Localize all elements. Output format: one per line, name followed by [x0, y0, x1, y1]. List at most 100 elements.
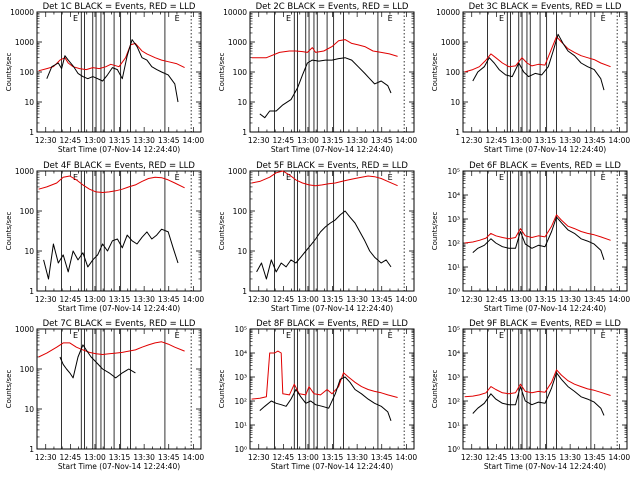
y-axis-label: Counts/sec	[431, 370, 439, 409]
y-tick-label: 10	[24, 247, 34, 256]
x-tick-label: 13:00	[510, 295, 532, 304]
y-tick-label: 10⁴	[447, 349, 460, 358]
chart-panel-8: Det 8F BLACK = Events, RED = LLD 10⁰ 10¹ 10…	[218, 319, 417, 471]
y-tick-label: 10⁵	[447, 167, 460, 176]
series-line-lld	[251, 39, 398, 59]
x-tick-label: 12:45	[273, 295, 295, 304]
plot-frame	[36, 328, 202, 450]
y-tick-label: 10⁴	[234, 349, 247, 358]
flag-label: E	[286, 331, 291, 340]
y-tick-label: 1000	[15, 167, 34, 176]
x-tick-label: 12:30	[248, 453, 270, 462]
x-tick-label: 12:30	[248, 136, 270, 145]
y-tick-label: 10⁵	[447, 325, 460, 334]
y-axis-label: Counts/sec	[218, 370, 226, 409]
y-tick-label: 10	[24, 98, 34, 107]
series-line-events	[472, 216, 605, 260]
chart-panel-6: Det 6F BLACK = Events, RED = LLD 10⁰ 10¹ 10…	[431, 161, 630, 313]
x-tick-label: 12:45	[60, 136, 82, 145]
y-tick-label: 1	[29, 287, 34, 296]
y-axis-label: Counts/sec	[5, 370, 13, 409]
y-tick-label: 100	[233, 68, 248, 77]
flag-label: E	[388, 173, 393, 182]
y-tick-label: 1000	[15, 38, 34, 47]
flag-label: E	[175, 331, 180, 340]
y-tick-label: 1	[455, 128, 460, 137]
x-tick-label: 13:45	[371, 453, 393, 462]
chart-title: Det 6F BLACK = Events, RED = LLD	[469, 161, 621, 171]
y-tick-label: 10²	[234, 397, 247, 406]
y-tick-label: 10	[24, 405, 34, 414]
y-tick-label: 10000	[436, 8, 460, 17]
y-tick-label: 100	[20, 207, 35, 216]
chart-panel-3: Det 3C BLACK = Events, RED = LLD 1 10 100 10…	[431, 2, 630, 154]
y-tick-label: 10	[237, 247, 247, 256]
y-tick-label: 10⁰	[234, 445, 247, 454]
chart-title: Det 4F BLACK = Events, RED = LLD	[43, 161, 195, 171]
x-tick-label: 13:45	[371, 295, 393, 304]
flag-label: E	[499, 173, 504, 182]
x-tick-label: 13:00	[510, 453, 532, 462]
x-tick-label: 13:15	[109, 453, 131, 462]
y-tick-label: 1000	[228, 38, 247, 47]
chart-panel-4: Det 4F BLACK = Events, RED = LLD 1 10 100 10…	[5, 161, 204, 313]
x-tick-label: 14:00	[183, 295, 205, 304]
y-tick-label: 10³	[234, 373, 247, 382]
chart-title: Det 3C BLACK = Events, RED = LLD	[469, 2, 622, 12]
x-tick-label: 13:45	[158, 453, 180, 462]
x-tick-label: 13:45	[371, 136, 393, 145]
chart-title: Det 9F BLACK = Events, RED = LLD	[469, 319, 621, 329]
y-axis-label: Counts/sec	[218, 212, 226, 251]
chart-panel-1: Det 1C BLACK = Events, RED = LLD 1 10 100 10…	[5, 2, 204, 154]
x-axis-label: Start Time (07-Nov-14 12:24:40)	[271, 304, 393, 313]
series-line-events	[256, 210, 392, 280]
x-axis-label: Start Time (07-Nov-14 12:24:40)	[271, 462, 393, 471]
x-tick-label: 13:00	[84, 136, 106, 145]
x-tick-label: 13:00	[297, 136, 319, 145]
y-axis-label: Counts/sec	[5, 53, 13, 92]
x-tick-label: 13:00	[297, 453, 319, 462]
chart-title: Det 1C BLACK = Events, RED = LLD	[43, 2, 196, 12]
y-tick-label: 10¹	[234, 421, 247, 430]
x-tick-label: 13:45	[584, 295, 606, 304]
x-tick-label: 13:30	[133, 136, 155, 145]
y-tick-label: 10	[450, 98, 460, 107]
x-tick-label: 13:45	[158, 295, 180, 304]
series-line-lld	[38, 175, 185, 193]
flag-label: E	[73, 331, 78, 340]
x-tick-label: 13:30	[133, 453, 155, 462]
y-tick-label: 1000	[15, 325, 34, 334]
x-tick-label: 12:45	[60, 453, 82, 462]
x-tick-label: 14:00	[609, 453, 631, 462]
x-tick-label: 13:15	[535, 453, 557, 462]
x-tick-label: 12:45	[273, 453, 295, 462]
x-tick-label: 13:15	[535, 136, 557, 145]
flag-label: E	[601, 14, 606, 23]
x-tick-label: 12:30	[35, 295, 57, 304]
x-tick-label: 14:00	[609, 295, 631, 304]
plot-frame	[249, 170, 415, 292]
x-tick-label: 14:00	[396, 136, 418, 145]
flag-label: E	[73, 14, 78, 23]
y-axis-label: Counts/sec	[431, 212, 439, 251]
x-tick-label: 13:30	[559, 136, 581, 145]
x-axis-label: Start Time (07-Nov-14 12:24:40)	[58, 145, 180, 154]
x-tick-label: 12:30	[35, 453, 57, 462]
y-tick-label: 10⁰	[447, 445, 460, 454]
flag-label: E	[73, 173, 78, 182]
x-tick-label: 13:45	[584, 453, 606, 462]
x-tick-label: 14:00	[183, 453, 205, 462]
x-axis-label: Start Time (07-Nov-14 12:24:40)	[58, 462, 180, 471]
x-tick-label: 13:00	[84, 295, 106, 304]
x-tick-label: 12:30	[35, 136, 57, 145]
chart-panel-2: Det 2C BLACK = Events, RED = LLD 1 10 100 10…	[218, 2, 417, 154]
y-tick-label: 10⁴	[447, 191, 460, 200]
flag-label: E	[286, 173, 291, 182]
y-tick-label: 10000	[10, 8, 34, 17]
series-line-events	[472, 33, 605, 91]
y-tick-label: 1000	[441, 38, 460, 47]
chart-title: Det 5F BLACK = Events, RED = LLD	[256, 161, 408, 171]
series-line-lld	[464, 214, 611, 244]
chart-panel-5: Det 5F BLACK = Events, RED = LLD 1 10 100 10…	[218, 161, 417, 313]
x-tick-label: 13:15	[535, 295, 557, 304]
